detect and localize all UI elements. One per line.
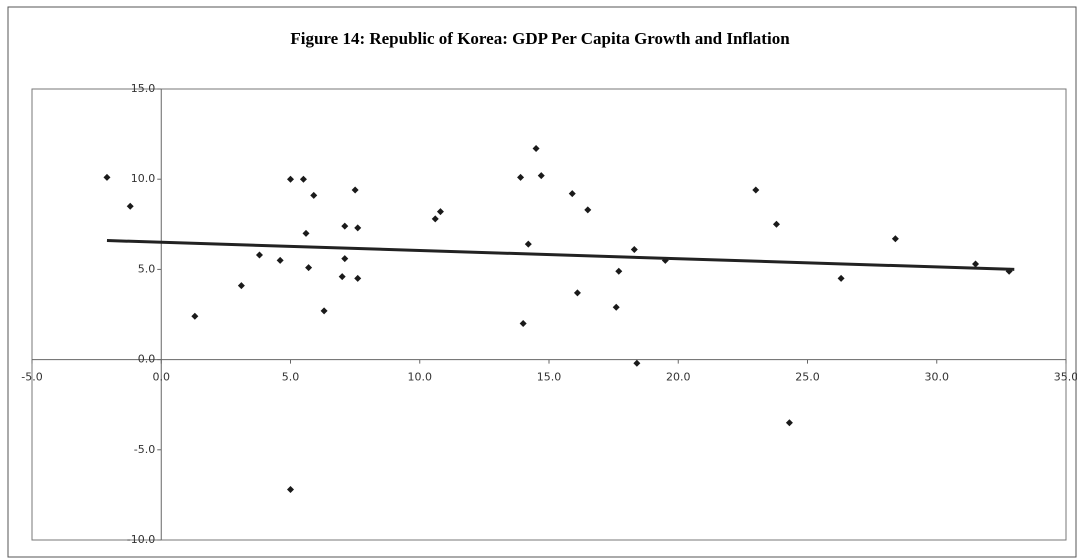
y-tick-label: 10.0: [131, 172, 156, 185]
x-tick-label: 20.0: [666, 371, 691, 384]
x-tick-label: -5.0: [21, 371, 42, 384]
data-point: [517, 173, 525, 181]
data-point: [310, 191, 318, 199]
data-point: [584, 206, 592, 214]
data-point: [537, 172, 545, 180]
y-tick-label: 0.0: [138, 353, 156, 366]
data-point: [338, 273, 346, 281]
y-tick-label: -5.0: [134, 443, 155, 456]
chart-title: Figure 14: Republic of Korea: GDP Per Ca…: [290, 29, 790, 48]
data-point: [630, 246, 638, 254]
data-point: [302, 229, 310, 237]
x-tick-label: 15.0: [537, 371, 562, 384]
data-point: [287, 485, 294, 493]
data-point: [532, 145, 540, 153]
plot-area: [31, 88, 1067, 541]
data-point: [341, 255, 349, 263]
data-point: [299, 175, 307, 183]
data-point: [891, 235, 899, 243]
x-tick-label: 30.0: [925, 371, 950, 384]
data-point: [436, 208, 444, 216]
data-point: [519, 320, 527, 328]
data-point: [191, 312, 199, 320]
x-tick-label: 25.0: [795, 371, 820, 384]
trendline: [106, 239, 1015, 271]
data-point: [972, 260, 980, 268]
data-point: [431, 215, 439, 223]
data-point: [785, 419, 793, 427]
data-point: [615, 267, 623, 275]
data-point: [568, 190, 576, 198]
data-point: [237, 282, 245, 290]
chart-frame: [7, 6, 1077, 558]
y-tick-label: 5.0: [138, 262, 156, 275]
data-point: [354, 274, 362, 282]
data-point: [612, 303, 620, 311]
data-point: [837, 274, 845, 282]
data-point: [524, 240, 532, 248]
data-point: [320, 307, 328, 315]
data-point: [255, 251, 263, 259]
x-tick-label: 10.0: [408, 371, 433, 384]
data-point: [772, 220, 780, 228]
data-point: [351, 186, 359, 194]
data-point: [633, 359, 641, 367]
x-tick-label: 5.0: [282, 371, 300, 384]
y-tick-label: -10.0: [127, 533, 155, 546]
data-point: [287, 175, 294, 183]
data-point: [354, 224, 362, 232]
data-point: [126, 202, 134, 210]
data-point: [341, 222, 349, 230]
data-point: [103, 173, 111, 181]
data-point: [573, 289, 581, 297]
x-tick-label: 35.0: [1054, 371, 1077, 384]
x-tick-label: 0.0: [153, 371, 171, 384]
data-point: [305, 264, 313, 272]
y-tick-label: 15.0: [131, 82, 156, 95]
data-point: [276, 256, 284, 264]
data-point: [752, 186, 760, 194]
